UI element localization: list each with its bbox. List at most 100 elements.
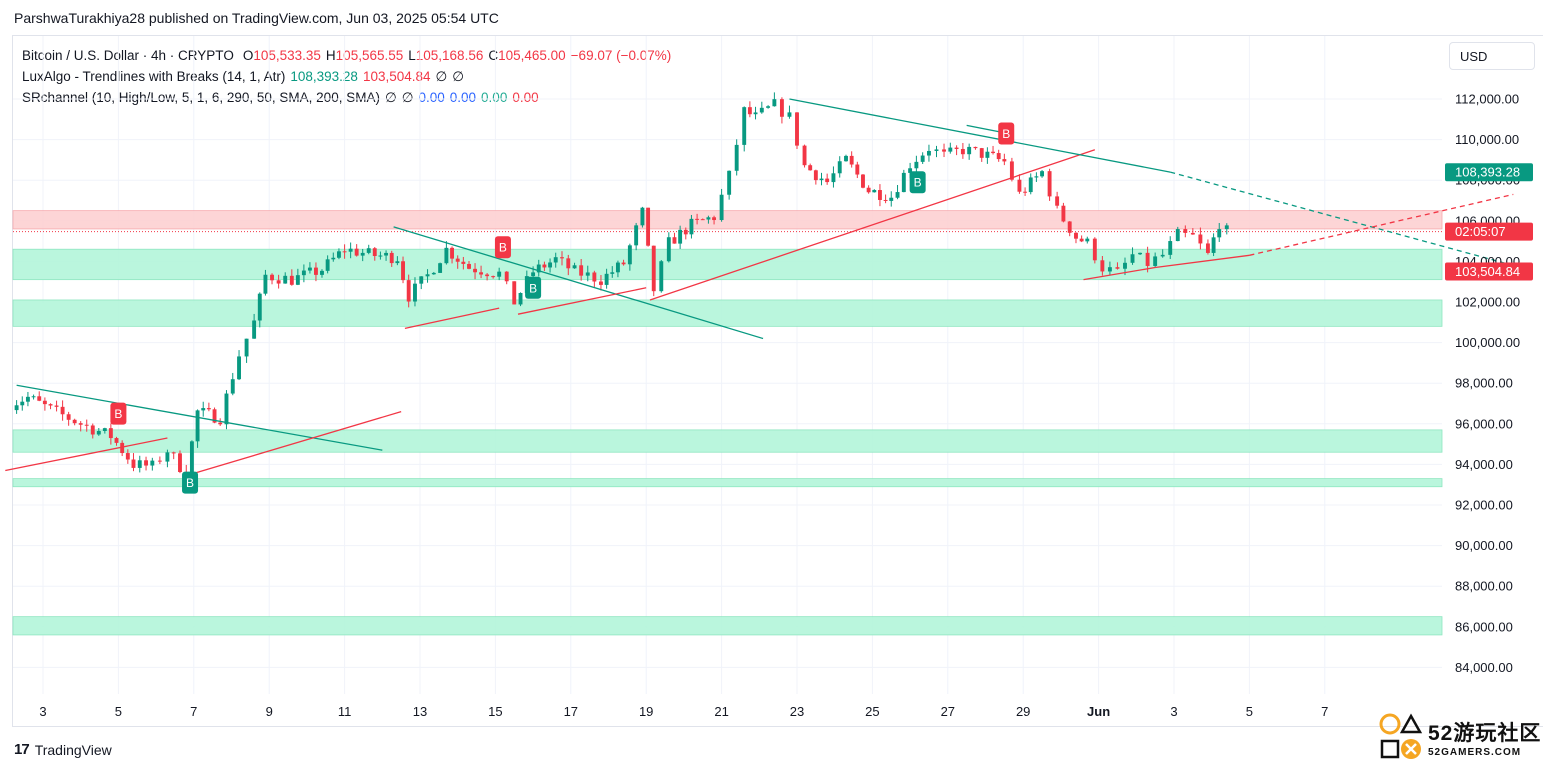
signal-text: B	[499, 241, 507, 255]
support-zone	[12, 478, 1443, 488]
candle-down	[54, 405, 59, 407]
candle-up	[336, 251, 341, 258]
candle-down	[450, 247, 454, 259]
candle-up	[518, 292, 523, 305]
candle-up	[1034, 176, 1039, 178]
candle-up	[610, 272, 615, 274]
price-axis-label	[1445, 262, 1533, 281]
candle-down	[712, 217, 717, 221]
candle-down	[592, 272, 597, 282]
indicator-value: 0.00	[481, 90, 508, 105]
candle-up	[548, 262, 553, 268]
candle-down	[700, 219, 705, 221]
trendline	[16, 384, 383, 451]
candle-down	[849, 155, 854, 165]
candle-up	[889, 197, 894, 201]
candle-down	[861, 174, 865, 188]
legend-indicator-srchannel[interactable]: SRchannel (10, High/Low, 5, 1, 6, 290, 5…	[22, 87, 671, 108]
candle-up	[325, 259, 330, 271]
x-tick-label: 7	[190, 704, 197, 719]
candle-down	[960, 148, 965, 155]
legend-indicator-luxalgo[interactable]: LuxAlgo - Trendlines with Breaks (14, 1,…	[22, 66, 671, 87]
candle-down	[1100, 260, 1105, 272]
support-zone	[12, 248, 1443, 281]
y-tick-label: 86,000.00	[1455, 619, 1513, 634]
tradingview-logo[interactable]: 17 TradingView	[14, 741, 112, 758]
candle-down	[542, 264, 547, 268]
signal-badge	[182, 471, 199, 494]
trendline	[1083, 266, 1156, 281]
indicator-value: 0.00	[418, 90, 445, 105]
candle-up	[819, 178, 824, 181]
candle-down	[354, 248, 359, 256]
candle-up	[734, 144, 739, 171]
candle-up	[659, 261, 664, 292]
price-axis-label	[1445, 222, 1533, 241]
candle-down	[84, 424, 89, 426]
candle-up	[1160, 254, 1165, 257]
high-value: 105,565.55	[335, 48, 404, 63]
x-tick-label: 5	[1246, 704, 1253, 719]
candle-up	[419, 276, 424, 284]
candle-down	[144, 460, 148, 466]
y-tick-label: 112,000.00	[1455, 92, 1519, 107]
candle-down	[108, 428, 113, 439]
candle-down	[651, 245, 656, 292]
candle-up	[719, 194, 724, 221]
candle-up	[640, 207, 645, 226]
candle-down	[1061, 205, 1066, 222]
candle-up	[908, 168, 913, 173]
signal-badge	[909, 171, 926, 194]
candle-down	[813, 170, 818, 181]
candle-up	[195, 410, 200, 442]
candle-down	[877, 190, 882, 200]
candle-down	[60, 406, 65, 415]
candle-down	[401, 261, 405, 281]
trendline	[189, 410, 402, 476]
candle-up	[1107, 267, 1112, 272]
currency-selector[interactable]: USD	[1449, 42, 1535, 70]
candle-down	[1023, 191, 1028, 193]
candle-up	[553, 257, 558, 263]
indicator-value: 108,393.28	[290, 69, 358, 84]
candle-up	[244, 338, 249, 357]
x-tick-label: 23	[790, 704, 804, 719]
candle-up	[165, 452, 170, 462]
x-tick-label: 7	[1321, 704, 1328, 719]
candle-down	[157, 460, 162, 462]
x-tick-label: 9	[266, 704, 273, 719]
candle-up	[934, 149, 939, 151]
candle-down	[289, 275, 294, 285]
candle-up	[252, 320, 257, 339]
candle-up	[96, 430, 101, 435]
candle-up	[283, 275, 288, 284]
candle-up	[224, 393, 229, 425]
candle-up	[1224, 225, 1229, 230]
y-tick-label: 88,000.00	[1455, 579, 1513, 594]
candle-up	[438, 263, 443, 273]
signal-text: B	[529, 281, 537, 295]
candle-down	[114, 438, 119, 443]
candle-up	[536, 264, 541, 273]
tradingview-icon: 17	[14, 741, 30, 758]
candle-down	[512, 281, 517, 305]
x-tick-label: 15	[488, 704, 502, 719]
candle-down	[973, 146, 978, 149]
signal-text: B	[114, 407, 122, 421]
candle-down	[455, 258, 460, 262]
candle-up	[837, 161, 842, 174]
candle-down	[342, 251, 347, 253]
candle-up	[348, 248, 353, 252]
low-value: 105,168.56	[415, 48, 484, 63]
x-tick-label: 13	[413, 704, 427, 719]
candle-up	[627, 245, 632, 265]
candle-down	[78, 423, 83, 425]
candle-up	[1130, 254, 1135, 263]
support-zone	[12, 299, 1443, 327]
price-axis-label	[1445, 163, 1533, 182]
candle-down	[991, 151, 995, 154]
chart-frame	[12, 35, 1543, 727]
candle-down	[621, 262, 626, 265]
candle-down	[560, 257, 564, 259]
